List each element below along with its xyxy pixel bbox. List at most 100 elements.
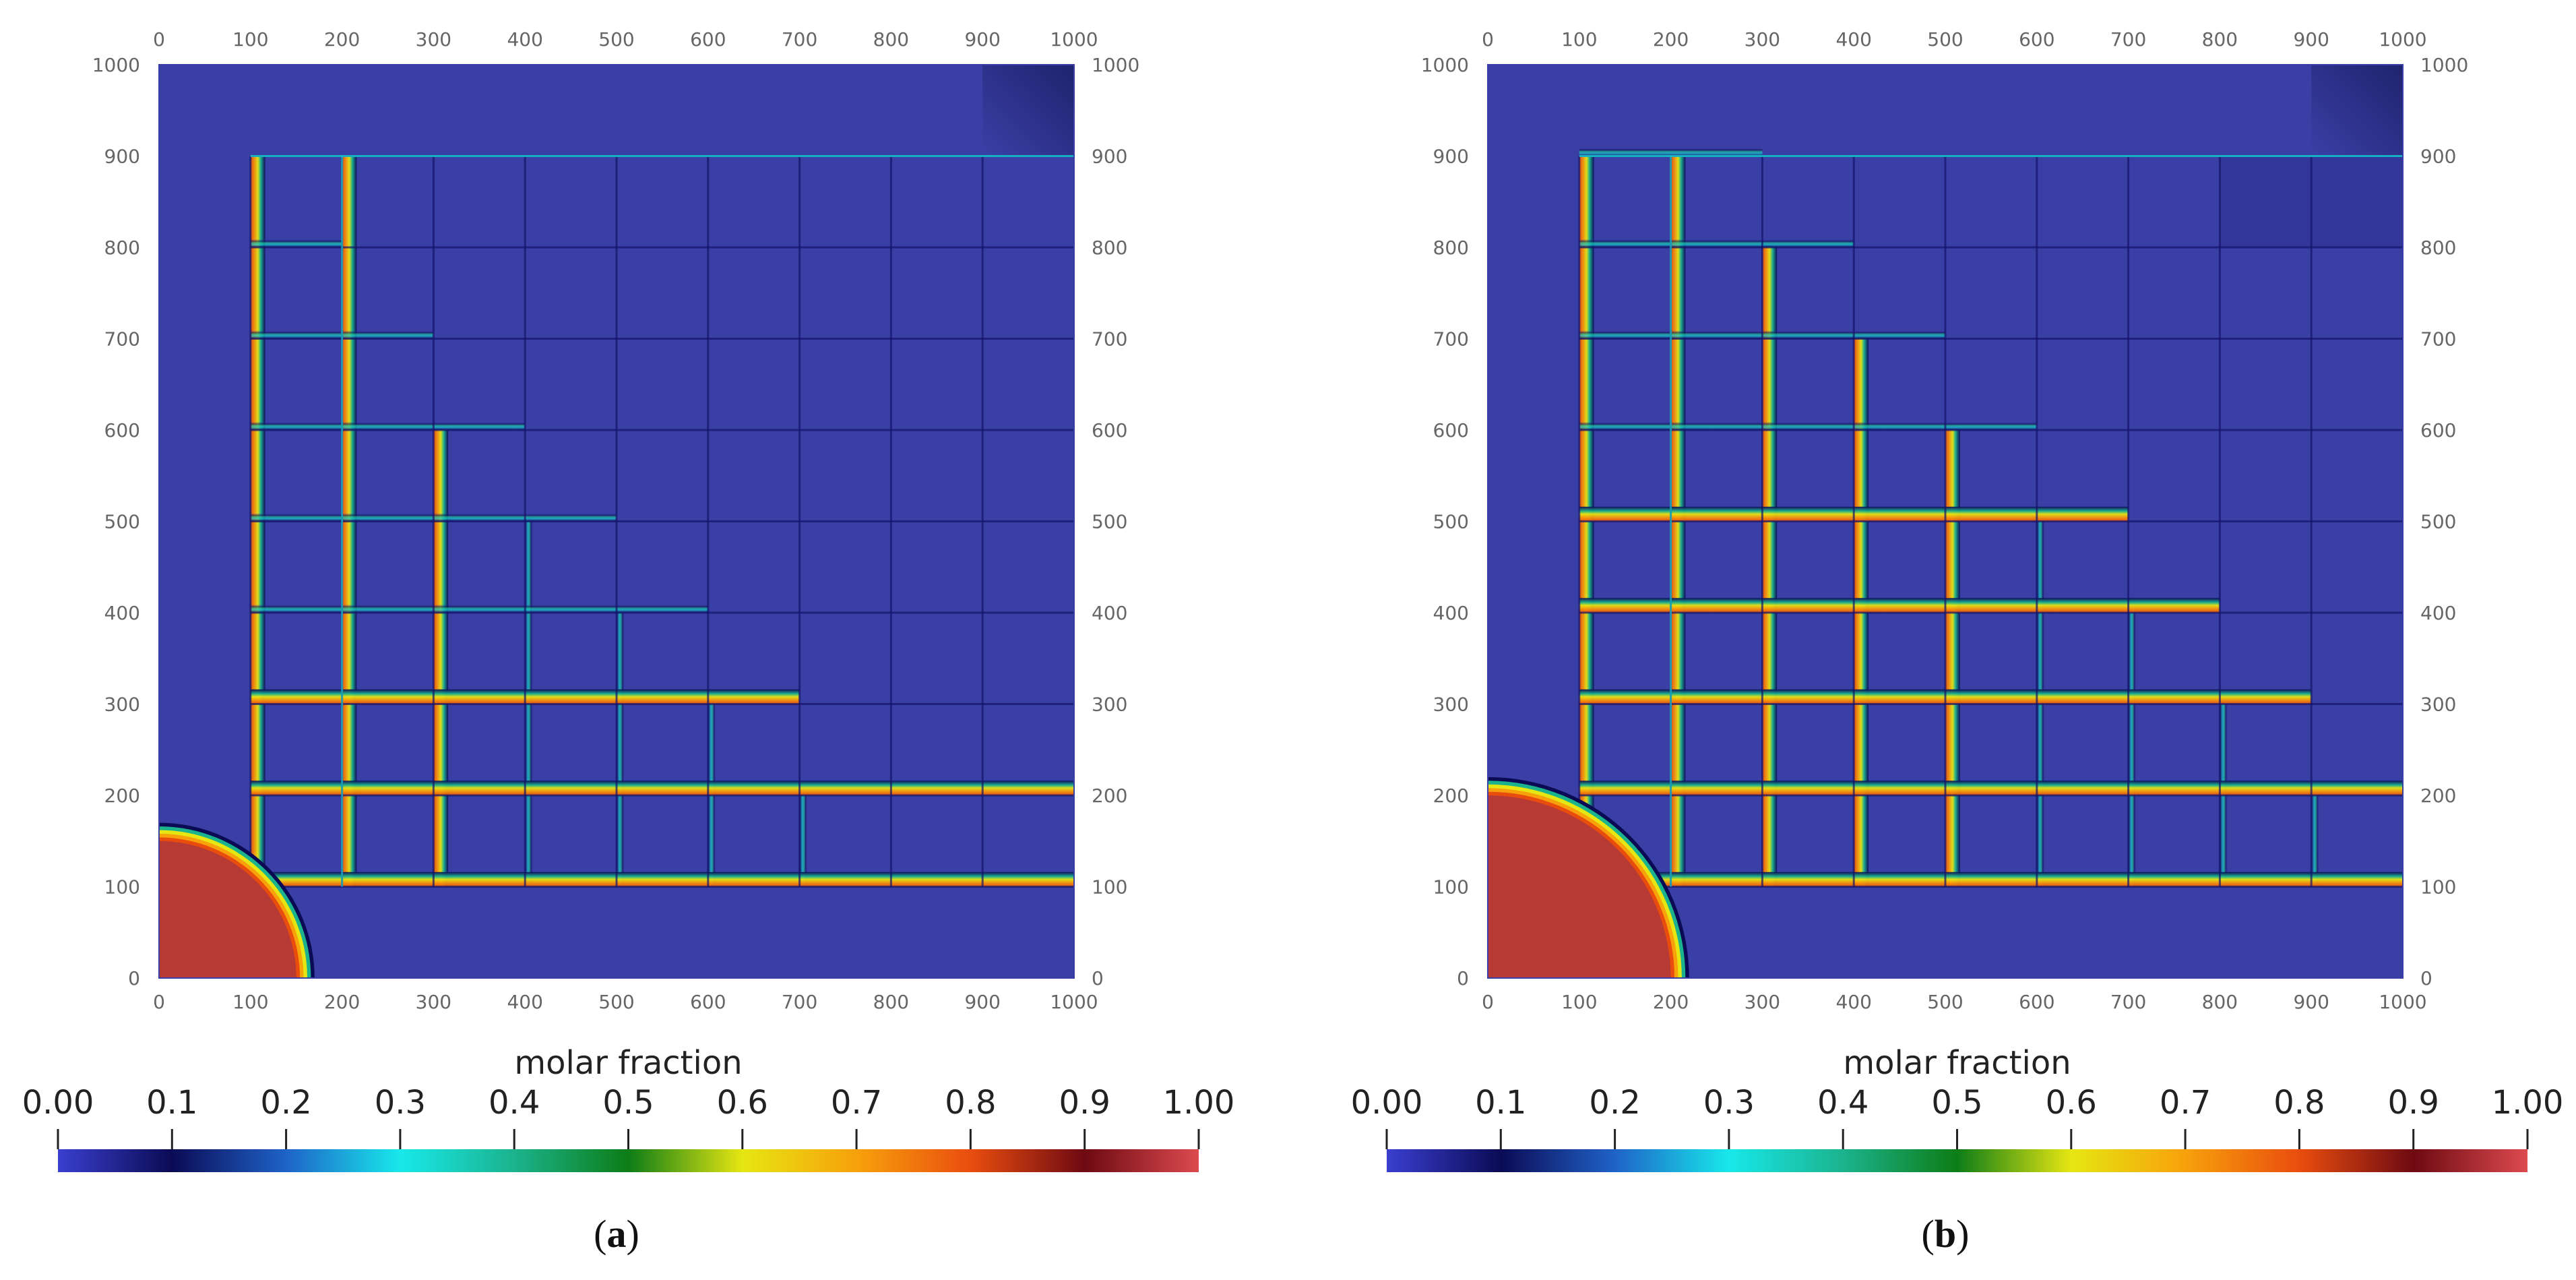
y-tick-label-right: 700 bbox=[1092, 328, 1127, 351]
front-vertical bbox=[799, 795, 808, 887]
x-tick-label-bottom: 800 bbox=[2202, 991, 2238, 1013]
y-tick-label-right: 800 bbox=[2420, 237, 2456, 259]
x-tick-label-bottom: 500 bbox=[598, 991, 634, 1013]
y-tick-label-right: 100 bbox=[2420, 876, 2456, 898]
source-region bbox=[1488, 795, 1671, 978]
x-tick-label-top: 1000 bbox=[2379, 28, 2426, 51]
front-horizontal bbox=[250, 239, 342, 247]
y-tick-label-left: 600 bbox=[1433, 419, 1469, 441]
x-tick-label-top: 600 bbox=[690, 28, 726, 51]
front-vertical bbox=[1762, 247, 1778, 887]
colorbar-tick-label: 0.7 bbox=[2160, 1084, 2211, 1122]
x-tick-label-bottom: 1000 bbox=[1050, 991, 1098, 1013]
colorbar-b: molar fraction 0.00 0.1 0.2 0.3 0.4 0.5 0.6 0.7… bbox=[1351, 1044, 2564, 1172]
colorbar-title-a: molar fraction bbox=[514, 1044, 742, 1082]
x-tick-label-top: 900 bbox=[964, 28, 1000, 51]
y-tick-label-right: 0 bbox=[2420, 967, 2432, 989]
y-tick-label-left: 0 bbox=[128, 967, 140, 989]
x-tick-label-top: 300 bbox=[1745, 28, 1780, 51]
x-tick-label-top: 100 bbox=[1561, 28, 1597, 51]
y-tick-label-right: 400 bbox=[2420, 602, 2456, 624]
front-vertical bbox=[617, 613, 625, 887]
front-horizontal bbox=[1579, 598, 2220, 613]
y-tick-label-left: 800 bbox=[104, 237, 140, 259]
source-region bbox=[159, 841, 296, 978]
axes-b: 0 0 100 100 200 200 300 300 400 400 500 500 600 600 70… bbox=[1421, 28, 2469, 1013]
x-tick-label-bottom: 300 bbox=[416, 991, 451, 1013]
x-tick-label-bottom: 200 bbox=[1653, 991, 1689, 1013]
colorbar-tick-label: 1.00 bbox=[2492, 1084, 2564, 1122]
colorbar-tick-label: 0.8 bbox=[945, 1084, 996, 1122]
y-tick-label-right: 100 bbox=[1092, 876, 1127, 898]
colorbar-tick-label: 0.00 bbox=[22, 1084, 94, 1122]
caption-close-paren: ) bbox=[1956, 1212, 1969, 1256]
x-tick-label-top: 200 bbox=[324, 28, 360, 51]
x-tick-label-top: 1000 bbox=[1050, 28, 1098, 51]
panel-a: 0010010020020030030040040050050060060070… bbox=[22, 28, 1235, 1256]
x-tick-label-bottom: 400 bbox=[507, 991, 542, 1013]
colorbar-tick-label: 0.4 bbox=[1817, 1084, 1868, 1122]
y-tick-label-right: 300 bbox=[2420, 694, 2456, 716]
y-tick-label-left: 1000 bbox=[92, 54, 140, 76]
x-tick-label-top: 600 bbox=[2019, 28, 2054, 51]
colorbar-tick-label: 0.5 bbox=[1931, 1084, 1982, 1122]
y-tick-label-right: 500 bbox=[1092, 511, 1127, 533]
y-tick-label-right: 500 bbox=[2420, 511, 2456, 533]
heatmap-plot-b bbox=[1487, 64, 2404, 979]
y-tick-label-left: 700 bbox=[1433, 328, 1469, 351]
y-tick-label-right: 900 bbox=[2420, 146, 2456, 168]
colorbar-tick-label: 0.8 bbox=[2273, 1084, 2325, 1122]
colorbar-tick-label: 0.2 bbox=[260, 1084, 311, 1122]
colorbar-tick-label: 0.9 bbox=[1059, 1084, 1110, 1122]
x-tick-label-top: 0 bbox=[1482, 28, 1494, 51]
y-tick-label-left: 0 bbox=[1457, 967, 1469, 989]
y-tick-label-left: 500 bbox=[1433, 511, 1469, 533]
y-tick-label-right: 900 bbox=[1092, 146, 1127, 168]
x-tick-label-bottom: 900 bbox=[964, 991, 1000, 1013]
panel-b: 0 0 100 100 200 200 300 300 400 400 500 500 600 600 70… bbox=[1351, 28, 2564, 1256]
front-horizontal bbox=[1579, 872, 2403, 887]
x-tick-label-top: 500 bbox=[1927, 28, 1963, 51]
colorbar-tick-label: 0.5 bbox=[602, 1084, 654, 1122]
x-tick-label-bottom: 1000 bbox=[2379, 991, 2426, 1013]
x-tick-label-bottom: 700 bbox=[2110, 991, 2146, 1013]
colorbar-tick-label: 0.3 bbox=[375, 1084, 426, 1122]
caption-open-paren: ( bbox=[594, 1212, 606, 1256]
x-tick-label-top: 500 bbox=[598, 28, 634, 51]
front-horizontal bbox=[1579, 781, 2403, 795]
front-horizontal bbox=[250, 604, 708, 613]
colorbar-tick-label: 0.9 bbox=[2388, 1084, 2439, 1122]
colorbar-a: molar fraction 0.00 0.1 0.2 0.3 0.4 0.5 0.6 0.7… bbox=[22, 1044, 1234, 1172]
y-tick-label-right: 700 bbox=[2420, 328, 2456, 351]
x-tick-label-top: 200 bbox=[1653, 28, 1689, 51]
x-tick-label-top: 700 bbox=[782, 28, 817, 51]
x-tick-label-bottom: 800 bbox=[873, 991, 909, 1013]
x-tick-label-top: 300 bbox=[416, 28, 451, 51]
y-tick-label-left: 500 bbox=[104, 511, 140, 533]
front-horizontal bbox=[1579, 239, 1854, 247]
caption-b: (b) bbox=[1922, 1212, 1970, 1256]
y-tick-label-right: 0 bbox=[1092, 967, 1104, 989]
caption-open-paren: ( bbox=[1922, 1212, 1935, 1256]
y-tick-label-right: 600 bbox=[2420, 419, 2456, 441]
y-tick-label-left: 400 bbox=[1433, 602, 1469, 624]
heatmap-plot-a bbox=[158, 64, 1075, 979]
y-tick-label-right: 800 bbox=[1092, 237, 1127, 259]
x-tick-label-top: 400 bbox=[507, 28, 542, 51]
caption-close-paren: ) bbox=[627, 1212, 639, 1256]
y-tick-label-left: 300 bbox=[1433, 694, 1469, 716]
y-tick-label-left: 200 bbox=[104, 785, 140, 807]
front-horizontal bbox=[250, 872, 1074, 887]
caption-a: (a) bbox=[594, 1212, 639, 1256]
x-tick-label-bottom: 700 bbox=[782, 991, 817, 1013]
front-vertical bbox=[1945, 430, 1960, 887]
colorbar-tick-label: 0.1 bbox=[1475, 1084, 1526, 1122]
y-tick-label-left: 200 bbox=[1433, 785, 1469, 807]
x-tick-label-bottom: 900 bbox=[2293, 991, 2329, 1013]
y-tick-label-right: 400 bbox=[1092, 602, 1127, 624]
y-tick-label-left: 900 bbox=[104, 146, 140, 168]
y-tick-label-left: 300 bbox=[104, 694, 140, 716]
y-tick-label-right: 200 bbox=[1092, 785, 1127, 807]
corner-region bbox=[2311, 65, 2403, 156]
